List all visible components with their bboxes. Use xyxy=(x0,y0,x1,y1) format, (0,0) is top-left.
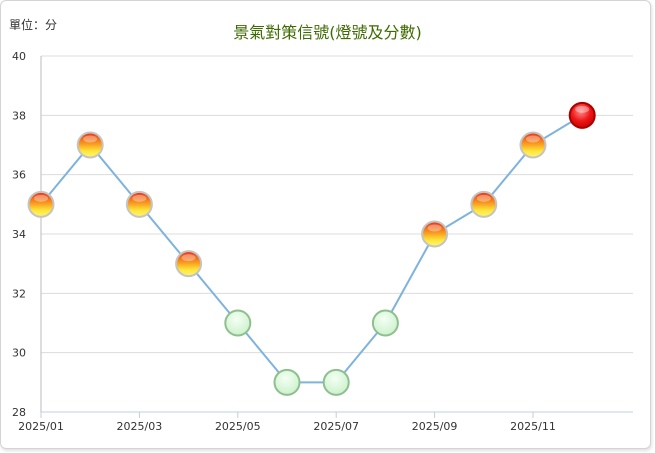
marker-circle xyxy=(470,190,498,218)
x-tick-label: 2025/07 xyxy=(313,420,359,433)
x-tick-label: 2025/01 xyxy=(18,420,64,433)
data-point-yellow-red xyxy=(519,131,547,159)
marker-highlight xyxy=(575,105,590,113)
y-tick-label: 32 xyxy=(12,287,26,300)
marker-highlight xyxy=(427,224,442,232)
data-point-green xyxy=(322,368,350,396)
data-point-green xyxy=(224,309,252,337)
marker-highlight xyxy=(181,254,196,262)
marker-circle xyxy=(175,250,203,278)
data-point-red xyxy=(568,101,596,129)
x-tick-label: 2025/03 xyxy=(117,420,163,433)
data-point-yellow-red xyxy=(421,220,449,248)
marker-circle xyxy=(273,368,301,396)
unit-label: 單位：分 xyxy=(9,18,58,32)
x-tick-label: 2025/05 xyxy=(215,420,261,433)
y-tick-label: 36 xyxy=(12,169,26,182)
marker-circle xyxy=(27,190,55,218)
marker-highlight xyxy=(132,194,147,202)
marker-circle xyxy=(519,131,547,159)
marker-circle xyxy=(371,309,399,337)
chart-title: 景氣對策信號(燈號及分數) xyxy=(233,23,422,42)
x-tick-label: 2025/09 xyxy=(412,420,458,433)
marker-circle xyxy=(568,101,596,129)
x-tick-label: 2025/11 xyxy=(510,420,556,433)
data-point-yellow-red xyxy=(470,190,498,218)
marker-highlight xyxy=(34,194,48,202)
data-point-green xyxy=(273,368,301,396)
data-point-yellow-red xyxy=(175,250,203,278)
marker-circle xyxy=(76,131,104,159)
y-tick-label: 40 xyxy=(12,50,26,63)
y-tick-label: 38 xyxy=(12,109,26,122)
marker-circle xyxy=(421,220,449,248)
marker-circle xyxy=(322,368,350,396)
y-tick-label: 28 xyxy=(12,406,26,419)
marker-highlight xyxy=(526,135,540,143)
data-point-green xyxy=(371,309,399,337)
series-line xyxy=(40,114,583,384)
data-point-yellow-red xyxy=(27,190,55,218)
marker-circle xyxy=(224,309,252,337)
y-tick-label: 30 xyxy=(12,347,26,360)
data-point-yellow-red xyxy=(76,131,104,159)
marker-highlight xyxy=(476,194,491,202)
marker-highlight xyxy=(83,135,98,143)
data-point-yellow-red xyxy=(125,190,153,218)
y-tick-label: 34 xyxy=(12,228,26,241)
marker-circle xyxy=(125,190,153,218)
